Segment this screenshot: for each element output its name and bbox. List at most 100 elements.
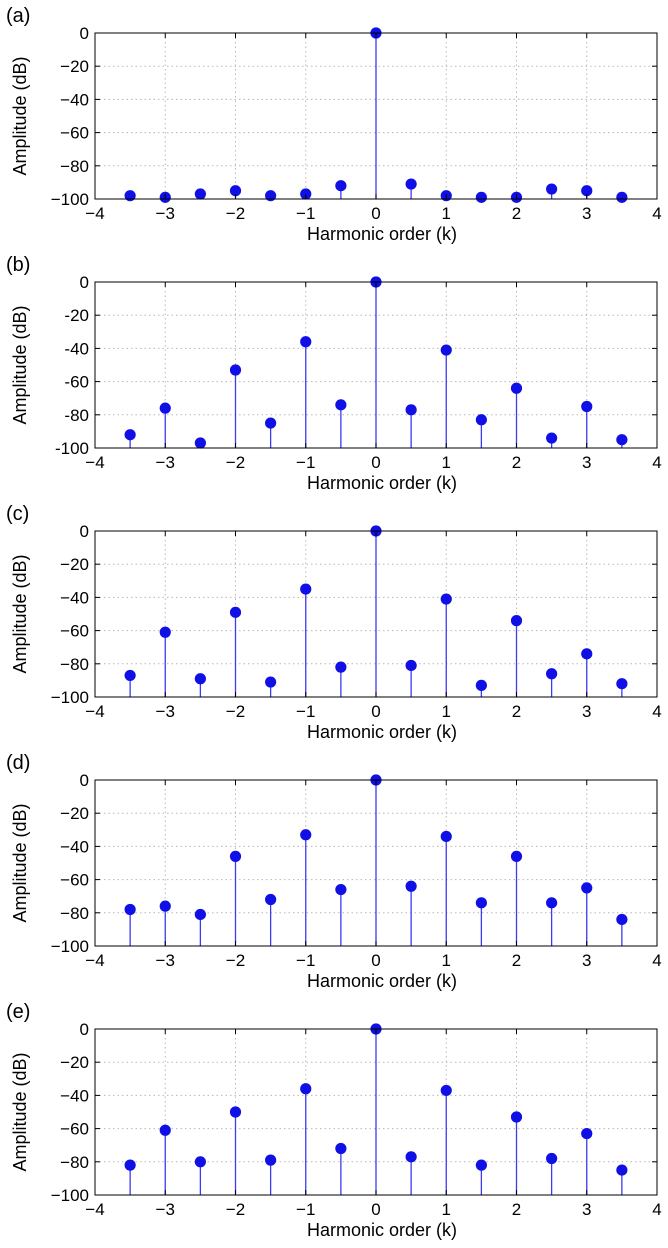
stem-marker <box>475 679 487 691</box>
y-tick-label: −40 <box>60 837 89 856</box>
stem-marker <box>124 669 136 682</box>
stem-marker <box>159 900 171 912</box>
x-tick-label: 3 <box>582 951 591 970</box>
y-tick-label: −60 <box>60 871 89 890</box>
x-axis-label: Harmonic order (k) <box>307 224 457 244</box>
stem-marker <box>229 606 242 618</box>
panel-label: (b) <box>6 254 30 276</box>
x-tick-label: 1 <box>442 204 451 223</box>
x-tick-label: 4 <box>652 951 661 970</box>
stem-marker <box>546 668 558 680</box>
x-tick-label: −4 <box>85 453 104 472</box>
stem-marker <box>475 414 487 426</box>
x-axis-label: Harmonic order (k) <box>307 722 457 742</box>
x-tick-label: −1 <box>296 702 315 721</box>
y-tick-label: 0 <box>80 1020 89 1039</box>
stem-marker <box>405 178 417 190</box>
x-tick-label: 0 <box>371 1200 380 1219</box>
y-tick-label: 0 <box>80 771 89 790</box>
x-tick-label: −4 <box>85 702 104 721</box>
panel-e: −4 −3 −2 −1 0 1 2 3 4 0 −20 −40 −60 −80 −100 Harmonic o… <box>0 996 668 1245</box>
x-tick-label: 2 <box>512 1200 521 1219</box>
x-tick-label: 3 <box>582 1200 591 1219</box>
stem-marker <box>124 429 136 441</box>
x-tick-label: −3 <box>156 951 175 970</box>
y-tick-label: -60 <box>64 373 89 392</box>
stem-marker <box>546 897 558 909</box>
x-tick-label: 1 <box>442 951 451 970</box>
stem-marker <box>335 883 347 896</box>
x-tick-label: −1 <box>296 453 315 472</box>
x-tick-label: 2 <box>512 204 521 223</box>
x-tick-label: −4 <box>85 951 104 970</box>
stem-marker <box>265 893 277 906</box>
x-tick-label: 2 <box>512 453 521 472</box>
stem-marker <box>194 188 206 200</box>
stem-chart-a: −4 −3 −2 −1 0 1 2 3 4 0 −20 −40 −60 −80 −100 Harmonic o… <box>6 5 662 244</box>
x-tick-label: 2 <box>512 951 521 970</box>
stem-marker <box>229 1106 242 1118</box>
stem-marker <box>405 880 417 892</box>
y-tick-label: −80 <box>60 157 89 176</box>
stem-marker <box>335 180 347 192</box>
y-axis-label: Amplitude (dB) <box>10 554 30 673</box>
stem-marker <box>194 908 206 921</box>
stem-marker <box>159 1124 171 1136</box>
panel-label: (a) <box>6 5 30 27</box>
x-tick-label: 4 <box>652 702 661 721</box>
stem-marker <box>581 648 593 660</box>
stem-marker <box>616 678 628 690</box>
stem-marker <box>616 913 628 926</box>
stem-marker <box>265 1154 277 1166</box>
stem-marker <box>124 1159 136 1171</box>
stem-marker <box>300 336 312 348</box>
stem-marker <box>194 673 206 685</box>
y-tick-label: −60 <box>60 1120 89 1139</box>
y-axis-label: Amplitude (dB) <box>10 305 30 424</box>
y-tick-label: -20 <box>64 306 89 325</box>
stem-marker <box>265 190 277 202</box>
x-tick-label: 0 <box>371 453 380 472</box>
x-tick-label: −3 <box>156 453 175 472</box>
x-tick-label: 1 <box>442 453 451 472</box>
y-tick-label: −80 <box>60 655 89 674</box>
x-tick-label: −3 <box>156 1200 175 1219</box>
x-tick-label: −1 <box>296 204 315 223</box>
y-tick-label: -40 <box>64 339 89 358</box>
stem-marker <box>335 399 347 411</box>
stem-marker <box>440 830 452 843</box>
x-tick-label: −4 <box>85 204 104 223</box>
x-tick-label: −2 <box>226 453 245 472</box>
stem-marker <box>581 1127 593 1140</box>
y-tick-label: 0 <box>80 273 89 292</box>
panel-d: −4 −3 −2 −1 0 1 2 3 4 0 −20 −40 −60 −80 −100 Harmonic o… <box>0 747 668 996</box>
stem-marker <box>475 1159 487 1171</box>
stem-marker <box>300 583 312 595</box>
stem-marker <box>510 615 523 627</box>
y-tick-label: −80 <box>60 1153 89 1172</box>
y-tick-label: −40 <box>60 1086 89 1105</box>
stem-marker <box>581 882 593 894</box>
x-tick-label: −3 <box>156 204 175 223</box>
y-tick-label: -80 <box>64 406 89 425</box>
stem-marker <box>194 437 206 449</box>
y-axis-label: Amplitude (dB) <box>10 56 30 175</box>
stem-marker <box>124 903 136 916</box>
x-axis-label: Harmonic order (k) <box>307 971 457 991</box>
stem-marker <box>440 593 452 605</box>
stem-marker <box>300 1083 312 1095</box>
x-axis-label: Harmonic order (k) <box>307 473 457 493</box>
stem-marker <box>229 185 242 197</box>
panel-label: (d) <box>6 752 30 774</box>
x-tick-label: 3 <box>582 702 591 721</box>
stem-marker <box>159 402 171 414</box>
x-tick-label: −3 <box>156 702 175 721</box>
y-tick-label: 0 <box>80 24 89 43</box>
panel-c: −4 −3 −2 −1 0 1 2 3 4 0 −20 −40 −60 −80 −100 Harmonic o… <box>0 498 668 747</box>
x-tick-label: 3 <box>582 204 591 223</box>
x-tick-label: 1 <box>442 1200 451 1219</box>
stem-marker <box>405 1151 417 1163</box>
x-tick-label: −1 <box>296 951 315 970</box>
stem-marker <box>440 344 452 356</box>
